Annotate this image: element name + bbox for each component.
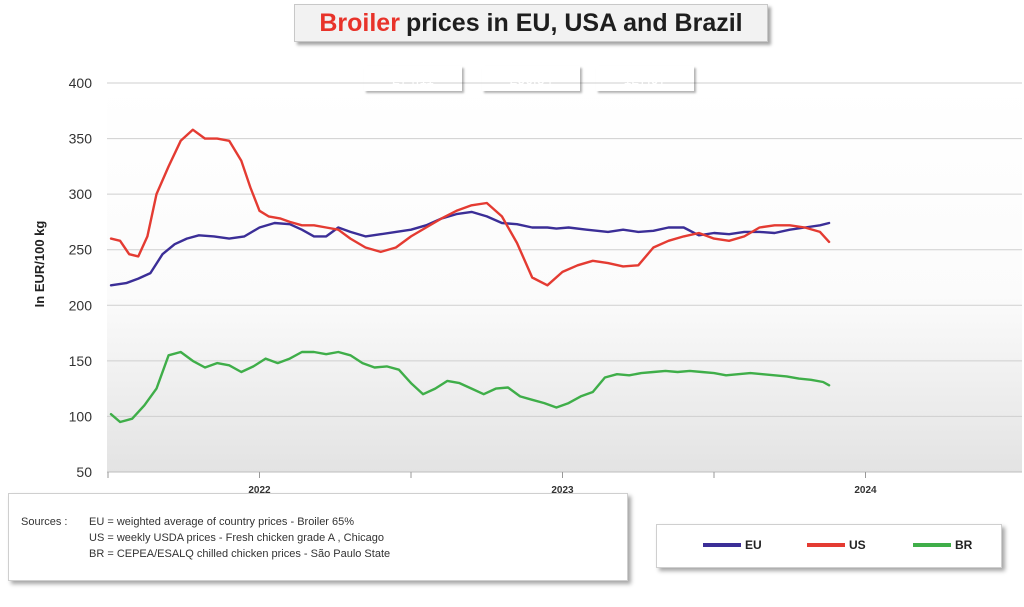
legend-swatch-eu xyxy=(703,543,741,547)
y-tick-label-250: 250 xyxy=(69,242,93,258)
legend-swatch-br xyxy=(913,543,951,547)
y-tick-label-300: 300 xyxy=(69,186,93,202)
source-us: US = weekly USDA prices - Fresh chicken … xyxy=(89,532,384,544)
series-line-br xyxy=(109,350,831,424)
y-axis: 50 100 150 200 250 300 350 400 xyxy=(69,75,93,480)
series-line-us xyxy=(109,128,831,287)
y-tick-label-100: 100 xyxy=(69,408,93,424)
x-tick-label-2023: 2023 xyxy=(551,485,574,496)
legend: EU US BR xyxy=(656,524,1002,568)
source-eu: EU = weighted average of country prices … xyxy=(89,516,355,528)
title-highlight: Broiler xyxy=(319,8,400,37)
legend-swatch-us xyxy=(807,543,845,547)
source-br: BR = CEPEA/ESALQ chilled chicken prices … xyxy=(89,548,391,560)
x-tick-label-2022: 2022 xyxy=(248,485,271,496)
legend-label-us: US xyxy=(849,538,866,552)
legend-label-eu: EU xyxy=(745,538,762,552)
chart-title: Broiler prices in EU, USA and Brazil xyxy=(294,4,768,42)
x-tick-label-2024: 2024 xyxy=(854,485,877,496)
plot-area xyxy=(107,83,1022,472)
legend-item-us: US xyxy=(807,538,866,552)
series-lines xyxy=(109,128,831,424)
sources-label: Sources : xyxy=(21,516,68,528)
y-tick-label-350: 350 xyxy=(69,131,93,147)
y-axis-label: In EUR/100 kg xyxy=(32,221,47,308)
y-tick-label-150: 150 xyxy=(69,353,93,369)
legend-item-eu: EU xyxy=(703,538,762,552)
sources-box: Sources : EU = weighted average of count… xyxy=(8,493,628,581)
eu-latest-value-badge: 274.11 xyxy=(364,66,462,91)
y-tick-label-50: 50 xyxy=(76,464,92,480)
br-latest-value-badge: 127.97 xyxy=(596,66,694,91)
x-axis: 2022 2023 2024 xyxy=(107,471,1022,496)
title-rest: prices in EU, USA and Brazil xyxy=(405,8,743,37)
legend-label-br: BR xyxy=(955,538,973,552)
us-latest-value-badge: 256.84 xyxy=(482,66,580,91)
y-tick-label-200: 200 xyxy=(69,297,93,313)
legend-item-br: BR xyxy=(913,538,972,552)
series-line-eu xyxy=(109,210,831,287)
y-tick-label-400: 400 xyxy=(69,75,93,91)
